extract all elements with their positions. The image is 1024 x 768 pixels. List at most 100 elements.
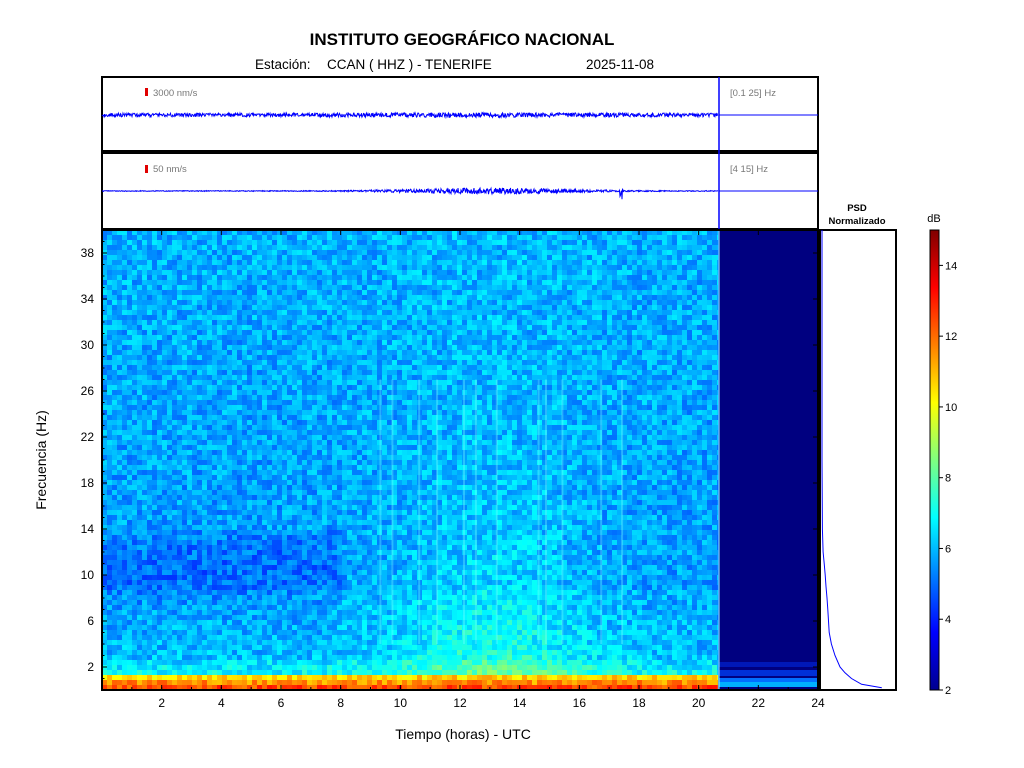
spectrogram-cell (177, 670, 182, 675)
spectrogram-cell (152, 375, 157, 380)
spectrogram-cell (172, 470, 177, 475)
spectrogram-cell (107, 670, 112, 675)
spectrogram-cell (317, 475, 322, 480)
spectrogram-cell (177, 240, 182, 245)
spectrogram-cell (137, 355, 142, 360)
spectrogram-cell (227, 515, 232, 520)
spectrogram-cell (252, 235, 257, 240)
spectrogram-cell (307, 645, 312, 650)
spectrogram-cell (192, 550, 197, 555)
spectrogram-cell (352, 440, 357, 445)
spectrogram-cell (242, 575, 247, 580)
spectrogram-cell (212, 280, 217, 285)
spectrogram-cell (237, 275, 242, 280)
spectrogram-cell (237, 250, 242, 255)
spectrogram-cell (142, 415, 147, 420)
spectrogram-cell (227, 475, 232, 480)
spectrogram-cell (262, 505, 267, 510)
spectrogram-cell (127, 275, 132, 280)
spectrogram-cell (262, 620, 267, 625)
spectrogram-cell (187, 260, 192, 265)
spectrogram-cell (197, 465, 202, 470)
spectrogram-cell (217, 525, 222, 530)
spectrogram-cell (192, 600, 197, 605)
spectrogram-cell (167, 670, 172, 675)
spectrogram-cell (182, 680, 187, 685)
spectrogram-cell (112, 380, 117, 385)
spectrogram-cell (127, 375, 132, 380)
spectrogram-cell (352, 260, 357, 265)
spectrogram-cell (187, 660, 192, 665)
spectrogram-cell (232, 335, 237, 340)
spectrogram-cell (332, 525, 337, 530)
spectrogram-cell (227, 370, 232, 375)
spectrogram-cell (162, 580, 167, 585)
spectrogram-cell (262, 290, 267, 295)
spectrogram-cell (152, 635, 157, 640)
spectrogram-cell (217, 325, 222, 330)
spectrogram-cell (132, 355, 137, 360)
spectrogram-cell (117, 300, 122, 305)
spectrogram-cell (187, 595, 192, 600)
spectrogram-cell (202, 280, 207, 285)
spectrogram-cell (117, 285, 122, 290)
spectrogram-cell (367, 385, 372, 390)
spectrogram-cell (197, 435, 202, 440)
spectrogram-cell (177, 360, 182, 365)
spectrogram-cell (167, 305, 172, 310)
spectrogram-cell (317, 600, 322, 605)
spectrogram-cell (117, 260, 122, 265)
spectrogram-cell (257, 480, 262, 485)
spectrogram-cell (352, 345, 357, 350)
spectrogram-cell (347, 305, 352, 310)
spectrogram-cell (277, 390, 282, 395)
spectrogram-cell (177, 275, 182, 280)
spectrogram-cell (332, 640, 337, 645)
spectrogram-cell (307, 250, 312, 255)
spectrogram-cell (272, 320, 277, 325)
spectrogram-cell (292, 625, 297, 630)
spectrogram-cell (207, 370, 212, 375)
spectrogram-cell (232, 575, 237, 580)
spectrogram-cell (292, 620, 297, 625)
spectrogram-cell (332, 495, 337, 500)
spectrogram-cell (282, 565, 287, 570)
spectrogram-cell (342, 580, 347, 585)
spectrogram-cell (307, 555, 312, 560)
spectrogram-cell (262, 445, 267, 450)
spectrogram-cell (342, 505, 347, 510)
spectrogram-cell (152, 465, 157, 470)
spectrogram-cell (207, 250, 212, 255)
spectrogram-cell (317, 370, 322, 375)
spectrogram-cell (112, 315, 117, 320)
spectrogram-cell (147, 520, 152, 525)
spectrogram-cell (142, 570, 147, 575)
spectrogram-cell (217, 590, 222, 595)
spectrogram-cell (217, 360, 222, 365)
spectrogram-cell (197, 520, 202, 525)
spectrogram-cell (257, 570, 262, 575)
spectrogram-cell (192, 685, 197, 690)
spectrogram-cell (287, 440, 292, 445)
spectrogram-cell (202, 595, 207, 600)
spectrogram-cell (347, 370, 352, 375)
spectrogram-cell (127, 590, 132, 595)
spectrogram-cell (162, 240, 167, 245)
spectrogram-cell (147, 310, 152, 315)
spectrogram-cell (132, 320, 137, 325)
spectrogram-cell (282, 585, 287, 590)
spectrogram-cell (257, 470, 262, 475)
spectrogram-cell (312, 270, 317, 275)
spectrogram-cell (317, 515, 322, 520)
spectrogram-cell (292, 565, 297, 570)
spectrogram-cell (187, 280, 192, 285)
spectrogram-cell (112, 240, 117, 245)
spectrogram-cell (232, 420, 237, 425)
spectrogram-cell (157, 500, 162, 505)
spectrogram-cell (237, 665, 242, 670)
spectrogram-cell (267, 465, 272, 470)
spectrogram-cell (212, 330, 217, 335)
spectrogram-cell (152, 560, 157, 565)
spectrogram-cell (242, 415, 247, 420)
spectrogram-cell (282, 455, 287, 460)
